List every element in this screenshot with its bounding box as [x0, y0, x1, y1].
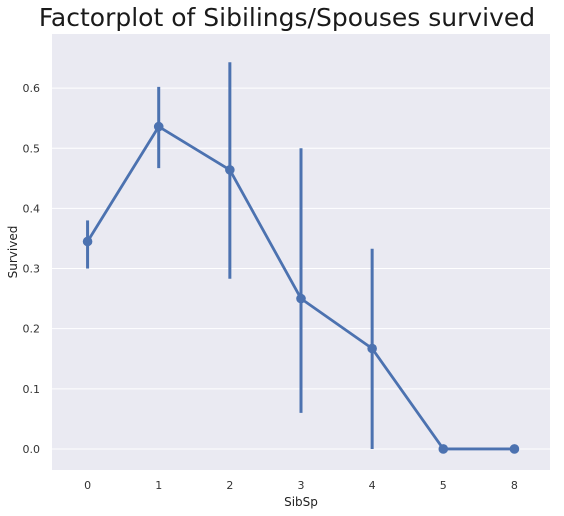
y-tick-label: 0.2 [23, 323, 41, 336]
data-point [225, 165, 235, 175]
y-tick-labels: 0.0 0.1 0.2 0.3 0.4 0.5 0.6 [23, 82, 41, 456]
data-point [438, 444, 449, 454]
data-point [82, 236, 93, 247]
y-tick-label: 0.3 [23, 263, 41, 276]
y-tick-label: 0.0 [23, 443, 41, 456]
x-tick-label: 2 [226, 479, 233, 492]
x-tick-label: 1 [155, 479, 162, 492]
x-tick-label: 5 [440, 479, 447, 492]
data-point [509, 444, 520, 454]
data-point [153, 121, 164, 132]
x-tick-labels: 0 1 2 3 4 5 8 [84, 479, 518, 492]
y-axis-label: Survived [6, 226, 20, 279]
chart-title: Factorplot of Sibilings/Spouses survived [39, 3, 535, 32]
x-tick-label: 8 [511, 479, 518, 492]
data-point [367, 343, 377, 354]
x-tick-label: 3 [298, 479, 305, 492]
y-tick-label: 0.6 [23, 82, 41, 95]
x-tick-label: 0 [84, 479, 91, 492]
x-axis-label: SibSp [284, 495, 318, 509]
y-tick-label: 0.5 [23, 142, 41, 155]
y-tick-label: 0.4 [23, 202, 41, 215]
data-points [82, 121, 520, 454]
x-tick-label: 4 [369, 479, 376, 492]
y-tick-label: 0.1 [23, 383, 41, 396]
data-point [296, 293, 306, 304]
